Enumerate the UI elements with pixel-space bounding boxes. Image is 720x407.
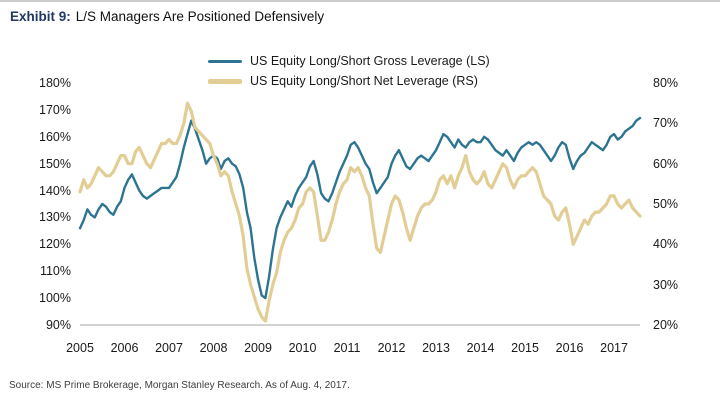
y-axis-tick-right: 50% — [653, 197, 679, 211]
legend-label-net: US Equity Long/Short Net Leverage (RS) — [250, 74, 478, 88]
legend-item-gross-leverage: US Equity Long/Short Gross Leverage (LS) — [208, 51, 490, 71]
x-axis-tick-year: 2013 — [422, 341, 450, 355]
net-leverage-line-swatch — [208, 78, 242, 84]
x-axis-tick-year: 2014 — [466, 341, 495, 355]
y-axis-tick-right: 80% — [653, 76, 679, 90]
chart-legend: US Equity Long/Short Gross Leverage (LS)… — [208, 51, 490, 91]
y-axis-tick-left: 170% — [39, 102, 71, 117]
top-divider-rule — [0, 0, 720, 2]
x-axis-tick-year: 2006 — [110, 341, 139, 355]
y-axis-tick-right: 40% — [653, 237, 679, 252]
x-axis-tick-year: 2009 — [244, 341, 272, 355]
y-axis-tick-left: 180% — [39, 76, 71, 90]
y-axis-tick-left: 110% — [39, 264, 71, 279]
x-axis-tick-year: 2016 — [555, 341, 584, 355]
y-axis-tick-left: 90% — [45, 318, 71, 332]
y-axis-tick-right: 70% — [653, 116, 679, 131]
exhibit-title: Exhibit 9: L/S Managers Are Positioned De… — [10, 9, 324, 24]
x-axis-tick-year: 2011 — [333, 341, 361, 355]
source-note: Source: MS Prime Brokerage, Morgan Stanl… — [9, 380, 350, 391]
net-leverage-line — [78, 101, 642, 323]
legend-label-gross: US Equity Long/Short Gross Leverage (LS) — [250, 54, 490, 68]
x-axis-tick-year: 2012 — [377, 341, 406, 355]
y-axis-tick-left: 160% — [39, 129, 71, 144]
x-axis-tick-year: 2007 — [155, 341, 183, 355]
x-axis-tick-year: 2005 — [66, 341, 94, 355]
y-axis-tick-left: 100% — [39, 291, 71, 306]
legend-item-net-leverage: US Equity Long/Short Net Leverage (RS) — [208, 71, 490, 91]
y-axis-tick-right: 30% — [653, 277, 679, 292]
x-axis-tick-year: 2015 — [511, 341, 539, 355]
x-axis-tick-year: 2017 — [600, 341, 628, 355]
gross-leverage-line-swatch — [208, 59, 242, 63]
y-axis-tick-left: 140% — [39, 183, 71, 198]
x-axis-tick-year: 2010 — [288, 341, 317, 355]
exhibit-title-text: L/S Managers Are Positioned Defensively — [75, 9, 325, 24]
gross-leverage-line — [78, 116, 642, 300]
exhibit-number: Exhibit 9: — [10, 9, 71, 24]
y-axis-tick-left: 130% — [39, 210, 71, 225]
y-axis-tick-right: 60% — [653, 156, 679, 171]
x-axis-tick-year: 2008 — [199, 341, 228, 355]
y-axis-tick-right: 20% — [653, 318, 679, 332]
y-axis-tick-left: 120% — [39, 237, 71, 252]
y-axis-tick-left: 150% — [39, 156, 71, 171]
